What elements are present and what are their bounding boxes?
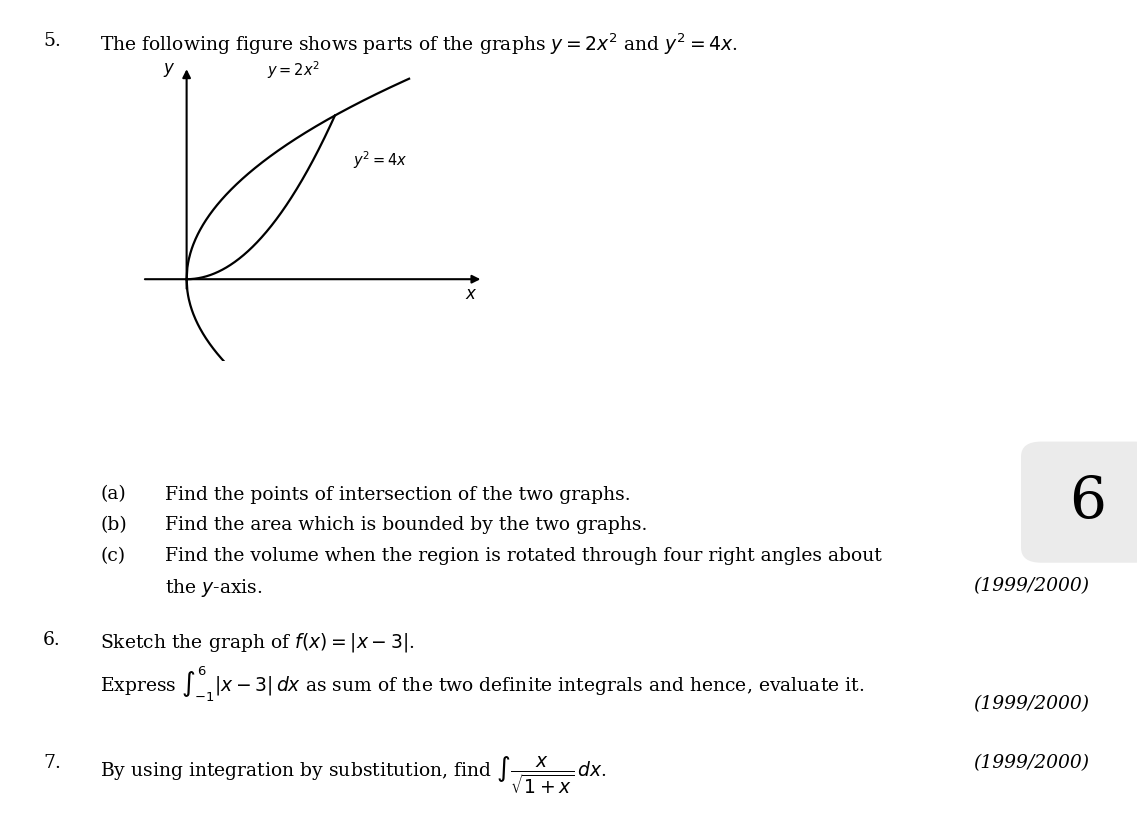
Text: (c): (c) (100, 547, 125, 565)
Text: Express $\int_{-1}^{6}|x-3|\,dx$ as sum of the two definite integrals and hence,: Express $\int_{-1}^{6}|x-3|\,dx$ as sum … (100, 664, 864, 704)
Text: (1999/2000): (1999/2000) (973, 754, 1089, 772)
Text: (1999/2000): (1999/2000) (973, 696, 1089, 714)
Text: By using integration by substitution, find $\int \dfrac{x}{\sqrt{1+x}}\,dx$.: By using integration by substitution, fi… (100, 754, 607, 796)
Text: Sketch the graph of $f(x) = |x-3|$.: Sketch the graph of $f(x) = |x-3|$. (100, 631, 415, 654)
Text: Find the area which is bounded by the two graphs.: Find the area which is bounded by the tw… (165, 516, 647, 535)
Text: (1999/2000): (1999/2000) (973, 577, 1089, 595)
Text: 6.: 6. (43, 631, 61, 649)
Text: 5.: 5. (43, 32, 61, 50)
Text: $y^2 = 4x$: $y^2 = 4x$ (352, 149, 407, 171)
Text: (a): (a) (100, 486, 126, 504)
Text: The following figure shows parts of the graphs $y = 2x^2$ and $y^2 = 4x$.: The following figure shows parts of the … (100, 32, 738, 57)
Text: the $y$-axis.: the $y$-axis. (165, 577, 263, 599)
Text: 7.: 7. (43, 754, 61, 772)
Text: $y$: $y$ (163, 61, 175, 80)
Text: $y = 2x^2$: $y = 2x^2$ (267, 60, 319, 81)
FancyBboxPatch shape (1021, 442, 1137, 563)
Text: Find the points of intersection of the two graphs.: Find the points of intersection of the t… (165, 486, 631, 504)
Text: Find the volume when the region is rotated through four right angles about: Find the volume when the region is rotat… (165, 547, 881, 565)
Text: $x$: $x$ (465, 285, 478, 303)
Text: 6: 6 (1070, 474, 1106, 530)
Text: (b): (b) (100, 516, 127, 535)
